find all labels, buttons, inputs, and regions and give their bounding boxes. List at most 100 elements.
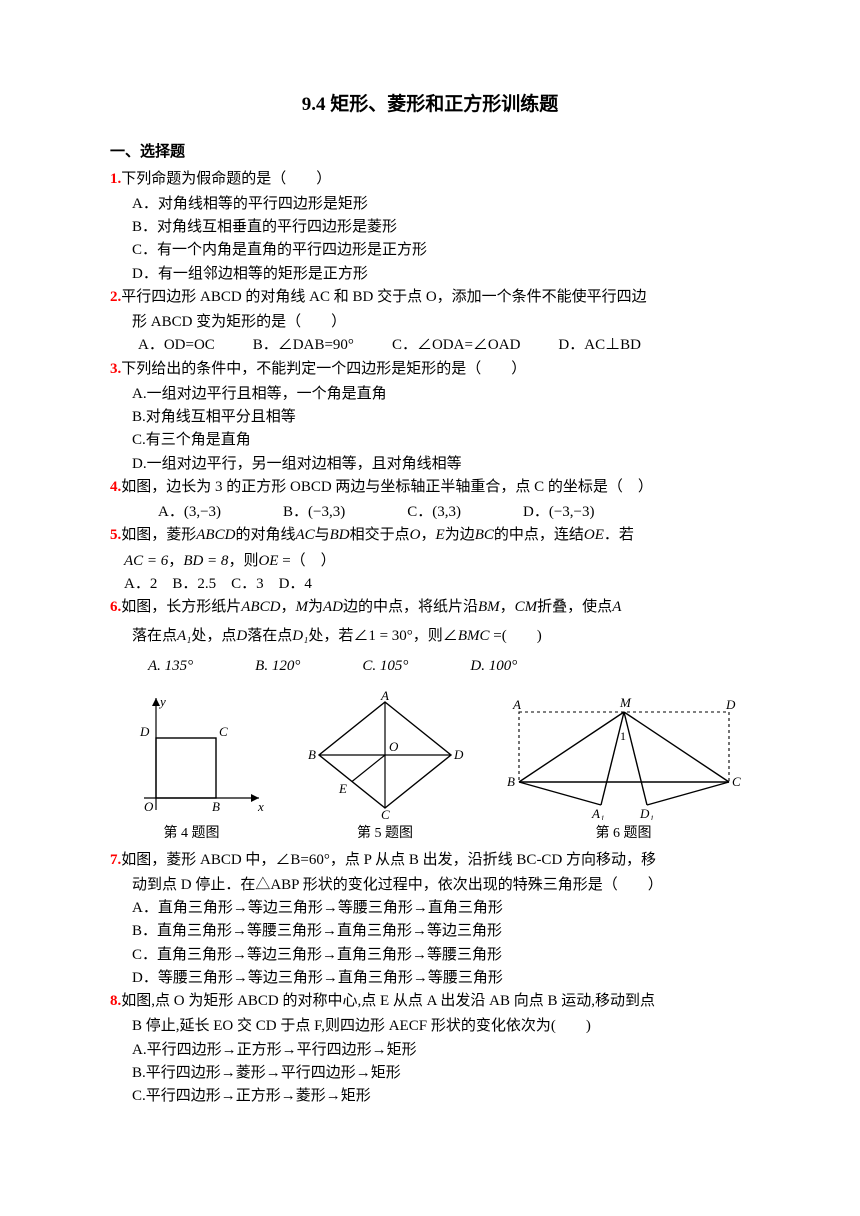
q7-text2: 动到点 D 停止．在△ABP 形状的变化过程中，依次出现的特殊三角形是（ ） — [110, 874, 750, 897]
svg-text:E: E — [338, 781, 347, 796]
q6-t2i: =( ) — [489, 628, 541, 644]
q5-line2: AC = 6，BD = 8，则OE =（ ） — [110, 550, 750, 573]
q5-t2b: ， — [168, 553, 183, 569]
qnum-5: 5. — [110, 527, 121, 543]
svg-text:B: B — [507, 774, 515, 789]
q6-t1d: M — [295, 599, 308, 615]
svg-text:O: O — [389, 739, 399, 754]
q6-t1f: AD — [323, 599, 343, 615]
question-8: 8.如图,点 O 为矩形 ABCD 的对称中心,点 E 从点 A 出发沿 AB … — [110, 990, 750, 1013]
q7-opt-a: A．直角三角形→等边三角形→等腰三角形→直角三角形 — [110, 897, 750, 920]
q6-opt-a: A. 135° — [148, 655, 193, 678]
q1-opt-b: B．对角线互相垂直的平行四边形是菱形 — [110, 216, 750, 239]
q7-opt-b: B．直角三角形→等腰三角形→直角三角形→等边三角形 — [110, 920, 750, 943]
q5-t1h: O — [410, 527, 421, 543]
svg-text:1: 1 — [620, 729, 626, 743]
question-6: 6.如图，长方形纸片ABCD，M为AD边的中点，将纸片沿BM，CM折叠，使点A — [110, 596, 750, 619]
svg-text:O: O — [144, 799, 154, 814]
q6-t1l: A — [612, 599, 621, 615]
svg-text:A: A — [380, 690, 389, 703]
q6-t1h: BM — [478, 599, 500, 615]
qnum-8: 8. — [110, 993, 121, 1009]
q2-options: A．OD=OC B．∠DAB=90° C．∠ODA=∠OAD D．AC⊥BD — [110, 334, 750, 357]
q5-t2c: BD = 8 — [183, 553, 228, 569]
q2-opt-d: D．AC⊥BD — [558, 334, 641, 357]
q6-t2d: D — [236, 628, 247, 644]
figure-5: A B C D O E 第 5 题图 — [303, 690, 468, 845]
q5-t1k: 为边 — [445, 527, 475, 543]
q2-text2: 形 ABCD 变为矩形的是（ ） — [110, 311, 750, 334]
q5-t1o: ．若 — [604, 527, 634, 543]
svg-text:y: y — [158, 694, 166, 709]
figure-6-svg: A M D B C A₁ D₁ 1 — [501, 690, 746, 820]
q7-text: 如图，菱形 ABCD 中，∠B=60°，点 P 从点 B 出发，沿折线 BC-C… — [121, 852, 656, 868]
q6-t2f: D₁ — [292, 628, 308, 644]
q5-options: A．2 B．2.5 C．3 D．4 — [110, 573, 750, 596]
svg-text:D₁: D₁ — [639, 806, 654, 820]
q6-t1b: ABCD — [241, 599, 280, 615]
q3-text: 下列给出的条件中，不能判定一个四边形是矩形的是（ ） — [121, 361, 526, 377]
svg-text:C: C — [732, 774, 741, 789]
q7-opt-d: D．等腰三角形→等边三角形→直角三角形→等腰三角形 — [110, 967, 750, 990]
q5-t1c: 的对角线 — [235, 527, 295, 543]
section-header: 一、选择题 — [110, 141, 750, 164]
q5-t1j: E — [436, 527, 445, 543]
question-4: 4.如图，边长为 3 的正方形 OBCD 两边与坐标轴正半轴重合，点 C 的坐标… — [110, 476, 750, 499]
q6-t2b: A₁ — [177, 628, 191, 644]
q6-opt-d: D. 100° — [470, 655, 517, 678]
q6-opt-b: B. 120° — [255, 655, 300, 678]
q8-opt-a: A.平行四边形→正方形→平行四边形→矩形 — [110, 1039, 750, 1062]
q4-options: A．(3,−3) B．(−3,3) C．(3,3) D．(−3,−3) — [110, 501, 750, 524]
q5-t1b: ABCD — [196, 527, 235, 543]
q8-text2: B 停止,延长 EO 交 CD 于点 F,则四边形 AECF 形状的变化依次为(… — [110, 1015, 750, 1038]
q3-opt-a: A.一组对边平行且相等，一个角是直角 — [110, 383, 750, 406]
qnum-6: 6. — [110, 599, 121, 615]
fig5-caption: 第 5 题图 — [357, 823, 413, 845]
q6-t1i: ， — [500, 599, 515, 615]
svg-text:C: C — [381, 807, 390, 820]
q6-t1g: 边的中点，将纸片沿 — [343, 599, 478, 615]
q2-opt-a: A．OD=OC — [138, 334, 215, 357]
q6-t2a: 落在点 — [132, 628, 177, 644]
q5-t1n: OE — [584, 527, 604, 543]
q3-opt-b: B.对角线互相平分且相等 — [110, 406, 750, 429]
q3-opt-d: D.一组对边平行，另一组对边相等，且对角线相等 — [110, 453, 750, 476]
fig6-caption: 第 6 题图 — [596, 823, 652, 845]
q6-t2g: 处，若∠1 = 30°，则∠ — [308, 628, 457, 644]
q4-opt-a: A．(3,−3) — [158, 501, 221, 524]
svg-text:A₁: A₁ — [591, 806, 604, 820]
svg-text:C: C — [219, 724, 228, 739]
q7-opt-c: C．直角三角形→等边三角形→直角三角形→等腰三角形 — [110, 944, 750, 967]
fig4-caption: 第 4 题图 — [164, 823, 220, 845]
q6-t1j: CM — [515, 599, 538, 615]
figure-4-svg: y x O B C D — [114, 690, 269, 820]
question-7: 7.如图，菱形 ABCD 中，∠B=60°，点 P 从点 B 出发，沿折线 BC… — [110, 849, 750, 872]
q6-t1e: 为 — [308, 599, 323, 615]
svg-text:D: D — [139, 724, 150, 739]
q6-options: A. 135° B. 120° C. 105° D. 100° — [110, 655, 750, 678]
figure-4: y x O B C D 第 4 题图 — [114, 690, 269, 845]
qnum-2: 2. — [110, 289, 121, 305]
q8-opt-c: C.平行四边形→正方形→菱形→矩形 — [110, 1085, 750, 1108]
question-3: 3.下列给出的条件中，不能判定一个四边形是矩形的是（ ） — [110, 358, 750, 381]
question-1: 1.下列命题为假命题的是（ ） — [110, 168, 750, 191]
q4-opt-c: C．(3,3) — [407, 501, 461, 524]
q5-t1g: 相交于点 — [350, 527, 410, 543]
q1-opt-d: D．有一组邻边相等的矩形是正方形 — [110, 263, 750, 286]
qnum-4: 4. — [110, 479, 121, 495]
q5-t2f: =（ ） — [278, 553, 335, 569]
q5-t1i: ， — [421, 527, 436, 543]
q5-t1f: BD — [330, 527, 350, 543]
q1-text: 下列命题为假命题的是（ ） — [121, 171, 331, 187]
q2-opt-c: C．∠ODA=∠OAD — [392, 334, 520, 357]
qnum-1: 1. — [110, 171, 121, 187]
q6-t1a: 如图，长方形纸片 — [121, 599, 241, 615]
q5-t1a: 如图，菱形 — [121, 527, 196, 543]
q5-t1e: 与 — [315, 527, 330, 543]
q2-text: 平行四边形 ABCD 的对角线 AC 和 BD 交于点 O，添加一个条件不能使平… — [121, 289, 646, 305]
q6-line2: 落在点A₁处，点D落在点D₁处，若∠1 = 30°，则∠BMC =( ) — [110, 625, 750, 648]
q4-opt-d: D．(−3,−3) — [523, 501, 595, 524]
q5-t1l: BC — [475, 527, 494, 543]
svg-text:B: B — [212, 799, 220, 814]
q3-opt-c: C.有三个角是直角 — [110, 429, 750, 452]
